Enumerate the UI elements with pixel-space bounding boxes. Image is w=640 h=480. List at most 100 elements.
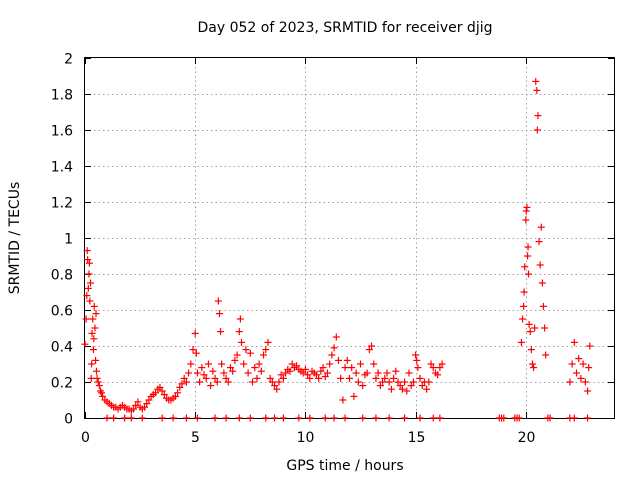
data-point	[534, 112, 542, 120]
data-point	[330, 344, 338, 352]
y-tick-label: 0.8	[51, 268, 73, 284]
data-point-zero	[235, 414, 243, 422]
data-point	[273, 385, 281, 393]
data-point	[312, 371, 320, 379]
data-point	[519, 315, 527, 323]
data-point	[339, 396, 347, 404]
data-point	[84, 256, 92, 264]
data-point	[222, 374, 230, 382]
chart-title: Day 052 of 2023, SRMTID for receiver dji…	[198, 20, 493, 36]
data-point	[584, 387, 592, 395]
data-point	[214, 297, 222, 305]
data-point	[88, 360, 96, 368]
data-point-zero	[193, 414, 201, 422]
data-point	[90, 335, 98, 343]
data-point	[379, 378, 387, 386]
data-point	[352, 369, 360, 377]
data-point	[171, 392, 179, 400]
data-point	[288, 360, 296, 368]
data-point	[86, 297, 94, 305]
data-point	[277, 371, 285, 379]
x-tick-label: 20	[518, 430, 536, 446]
data-point	[585, 364, 593, 372]
data-point	[93, 374, 101, 382]
data-point	[260, 351, 268, 359]
data-point	[279, 374, 287, 382]
data-point	[282, 369, 290, 377]
data-point-zero	[279, 414, 287, 422]
data-point	[253, 374, 261, 382]
x-axis-label: GPS time / hours	[286, 458, 403, 474]
data-point	[413, 356, 421, 364]
data-point-zero	[121, 414, 129, 422]
data-point	[315, 374, 323, 382]
data-point	[390, 374, 398, 382]
data-point	[95, 382, 103, 390]
data-point-zero	[321, 414, 329, 422]
data-point	[524, 243, 532, 251]
data-point-zero	[416, 414, 424, 422]
data-point	[323, 369, 331, 377]
data-point	[394, 378, 402, 386]
data-point	[246, 349, 254, 357]
data-point-zero	[500, 414, 508, 422]
data-point	[244, 369, 252, 377]
plot-frame	[84, 57, 615, 419]
data-point	[403, 387, 411, 395]
data-point	[542, 351, 550, 359]
data-point	[249, 378, 257, 386]
data-point	[301, 365, 309, 373]
data-point	[143, 400, 151, 408]
data-point	[570, 338, 578, 346]
data-point	[217, 328, 225, 336]
data-point	[524, 252, 532, 260]
data-point	[299, 369, 307, 377]
data-point	[160, 391, 168, 399]
data-point	[427, 360, 435, 368]
data-point	[531, 324, 539, 332]
data-point	[209, 367, 217, 375]
data-point-zero	[359, 414, 367, 422]
data-point	[414, 364, 422, 372]
data-point	[581, 378, 589, 386]
y-axis-label: SRMTID / TECUs	[7, 182, 23, 295]
data-point	[189, 346, 197, 354]
data-point	[350, 392, 358, 400]
data-point-zero	[570, 414, 578, 422]
data-point	[409, 378, 417, 386]
data-point	[94, 378, 102, 386]
y-tick-label: 1	[64, 232, 73, 248]
data-point	[354, 378, 362, 386]
data-point	[425, 378, 433, 386]
data-point	[398, 385, 406, 393]
data-point	[275, 378, 283, 386]
data-point	[365, 346, 373, 354]
data-point	[81, 340, 89, 348]
data-point	[83, 247, 91, 255]
x-tick-label: 10	[297, 430, 315, 446]
data-point	[317, 367, 325, 375]
data-point	[383, 369, 391, 377]
data-point-zero	[182, 414, 190, 422]
data-point	[98, 389, 106, 397]
data-point-zero	[584, 414, 592, 422]
data-point-zero	[222, 414, 230, 422]
data-point	[268, 378, 276, 386]
data-point	[538, 279, 546, 287]
data-point	[218, 360, 226, 368]
data-point	[343, 356, 351, 364]
data-point-zero	[372, 414, 380, 422]
data-point	[407, 382, 415, 390]
data-point	[207, 382, 215, 390]
data-point	[185, 369, 193, 377]
data-point	[328, 351, 336, 359]
y-tick-label: 2	[64, 52, 73, 68]
data-point-zero	[429, 414, 437, 422]
data-point	[568, 360, 576, 368]
data-point	[412, 351, 420, 359]
data-point	[368, 342, 376, 350]
data-point	[376, 382, 384, 390]
data-point	[416, 374, 424, 382]
data-point	[523, 203, 531, 211]
